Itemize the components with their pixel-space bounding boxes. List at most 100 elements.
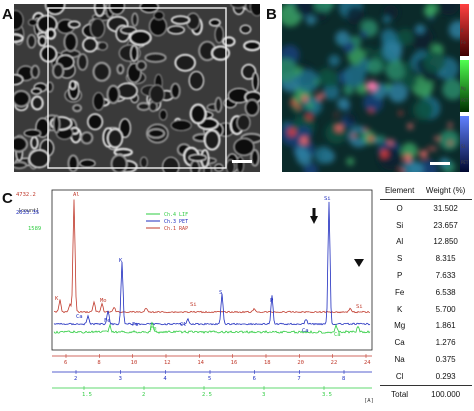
colorbar-label-green-2: PET [461, 98, 469, 103]
header-element: Element [380, 184, 420, 200]
map-region [325, 122, 347, 144]
map-region [382, 16, 391, 24]
map-region [354, 130, 364, 140]
panel-letter-c: C [2, 190, 13, 207]
x-axis-tertiary-tick-label: 1.5 [82, 392, 92, 398]
sem-pore [230, 4, 247, 9]
map-region [364, 47, 374, 56]
sem-pore [68, 80, 77, 90]
x-axis-primary-tick-label: 20 [297, 360, 304, 366]
sem-pore [30, 87, 42, 95]
map-region [408, 161, 424, 172]
map-hotspot [398, 111, 403, 116]
sem-pore [174, 53, 196, 72]
peak-label: Fe [132, 322, 139, 328]
x-axis-primary-tick-label: 14 [197, 360, 204, 366]
table-row: S 8.315 [380, 250, 472, 267]
element-cell: Cl [395, 371, 404, 381]
map-region [316, 10, 327, 21]
weight-cell: 8.315 [435, 254, 456, 264]
sem-pore [241, 63, 257, 80]
sem-pore [30, 136, 39, 150]
map-region [337, 97, 350, 111]
sem-pore [244, 99, 260, 117]
map-hotspot [403, 154, 412, 162]
sem-pore [120, 25, 137, 35]
x-axis-primary-tick-label: 10 [131, 360, 138, 366]
element-cell: Fe [394, 287, 405, 297]
map-region [346, 157, 355, 166]
map-region [412, 99, 434, 121]
sem-pore [52, 114, 61, 134]
sem-pore [14, 33, 24, 43]
map-region [409, 26, 434, 50]
total-value: 100.000 [419, 384, 472, 403]
weight-cell: 7.633 [435, 271, 456, 281]
map-region [401, 72, 418, 89]
element-cell: Mg [394, 321, 406, 331]
map-region [424, 5, 436, 18]
sem-pore [80, 131, 94, 145]
sem-pore [136, 102, 151, 111]
colorbar-label-blue-2: PET [461, 160, 469, 165]
map-region [306, 15, 316, 25]
colorbar-blue [460, 116, 469, 172]
peak-label: Al [73, 192, 80, 198]
element-cell: Al [396, 237, 404, 247]
map-hotspot [407, 123, 413, 129]
panel-letter-b: B [266, 6, 277, 23]
sem-pore [214, 25, 225, 44]
x-axis-tertiary-tick-label: 2 [142, 392, 145, 398]
sem-pore [214, 96, 223, 113]
legend-rap: Ch.1 RAP [164, 226, 188, 232]
sem-pore [236, 156, 245, 172]
sem-pore [37, 35, 47, 47]
sem-pore [92, 61, 111, 82]
sem-pore [250, 148, 260, 167]
map-hotspot [335, 124, 343, 132]
map-region [366, 58, 383, 75]
table-row: P 7.633 [380, 267, 472, 284]
element-cell: P [396, 271, 403, 281]
sem-pore [188, 70, 205, 91]
x-axis-primary-tick-label: 16 [231, 360, 238, 366]
sem-pore [233, 137, 255, 157]
map-region [282, 58, 298, 83]
peak-label: Si [190, 302, 197, 308]
map-hotspot [334, 113, 338, 117]
map-region [314, 146, 333, 164]
x-axis-label: [A] [364, 398, 374, 404]
map-region [382, 41, 403, 62]
sem-pore [116, 63, 125, 75]
element-cell: O [396, 203, 403, 213]
sem-pore [189, 103, 207, 125]
sem-pore [23, 129, 41, 138]
peak-label: Si [324, 196, 331, 202]
scale-bar [232, 160, 252, 163]
plot-frame [51, 189, 373, 351]
sem-pore [27, 18, 38, 27]
x-axis-primary-tick-label: 8 [97, 360, 100, 366]
panel-letter-a: A [2, 6, 13, 23]
colorbar-label-red-2: Fe [461, 40, 466, 45]
sem-pore [236, 114, 251, 132]
x-axis-primary-tick-label: 24 [364, 360, 371, 366]
sem-pore [130, 45, 139, 62]
sem-micrograph [14, 4, 260, 172]
y-tick-1: 4732.2 [16, 192, 36, 198]
sem-pore [14, 161, 28, 170]
weight-cell: 0.375 [435, 355, 456, 365]
triangle-marker [354, 259, 364, 267]
peak-label: K [55, 296, 59, 302]
map-hotspot [431, 146, 436, 151]
map-region [422, 50, 446, 74]
map-region [343, 64, 366, 87]
sem-pore [153, 10, 165, 21]
x-axis-primary-tick-label: 22 [331, 360, 338, 366]
sem-pore [116, 82, 138, 100]
legend-lif: Ch.4 LIF [164, 212, 188, 218]
sem-pore [14, 135, 29, 153]
weight-cell: 12.850 [433, 237, 458, 247]
sem-pore [118, 118, 132, 139]
arrow-down-marker [310, 208, 318, 224]
